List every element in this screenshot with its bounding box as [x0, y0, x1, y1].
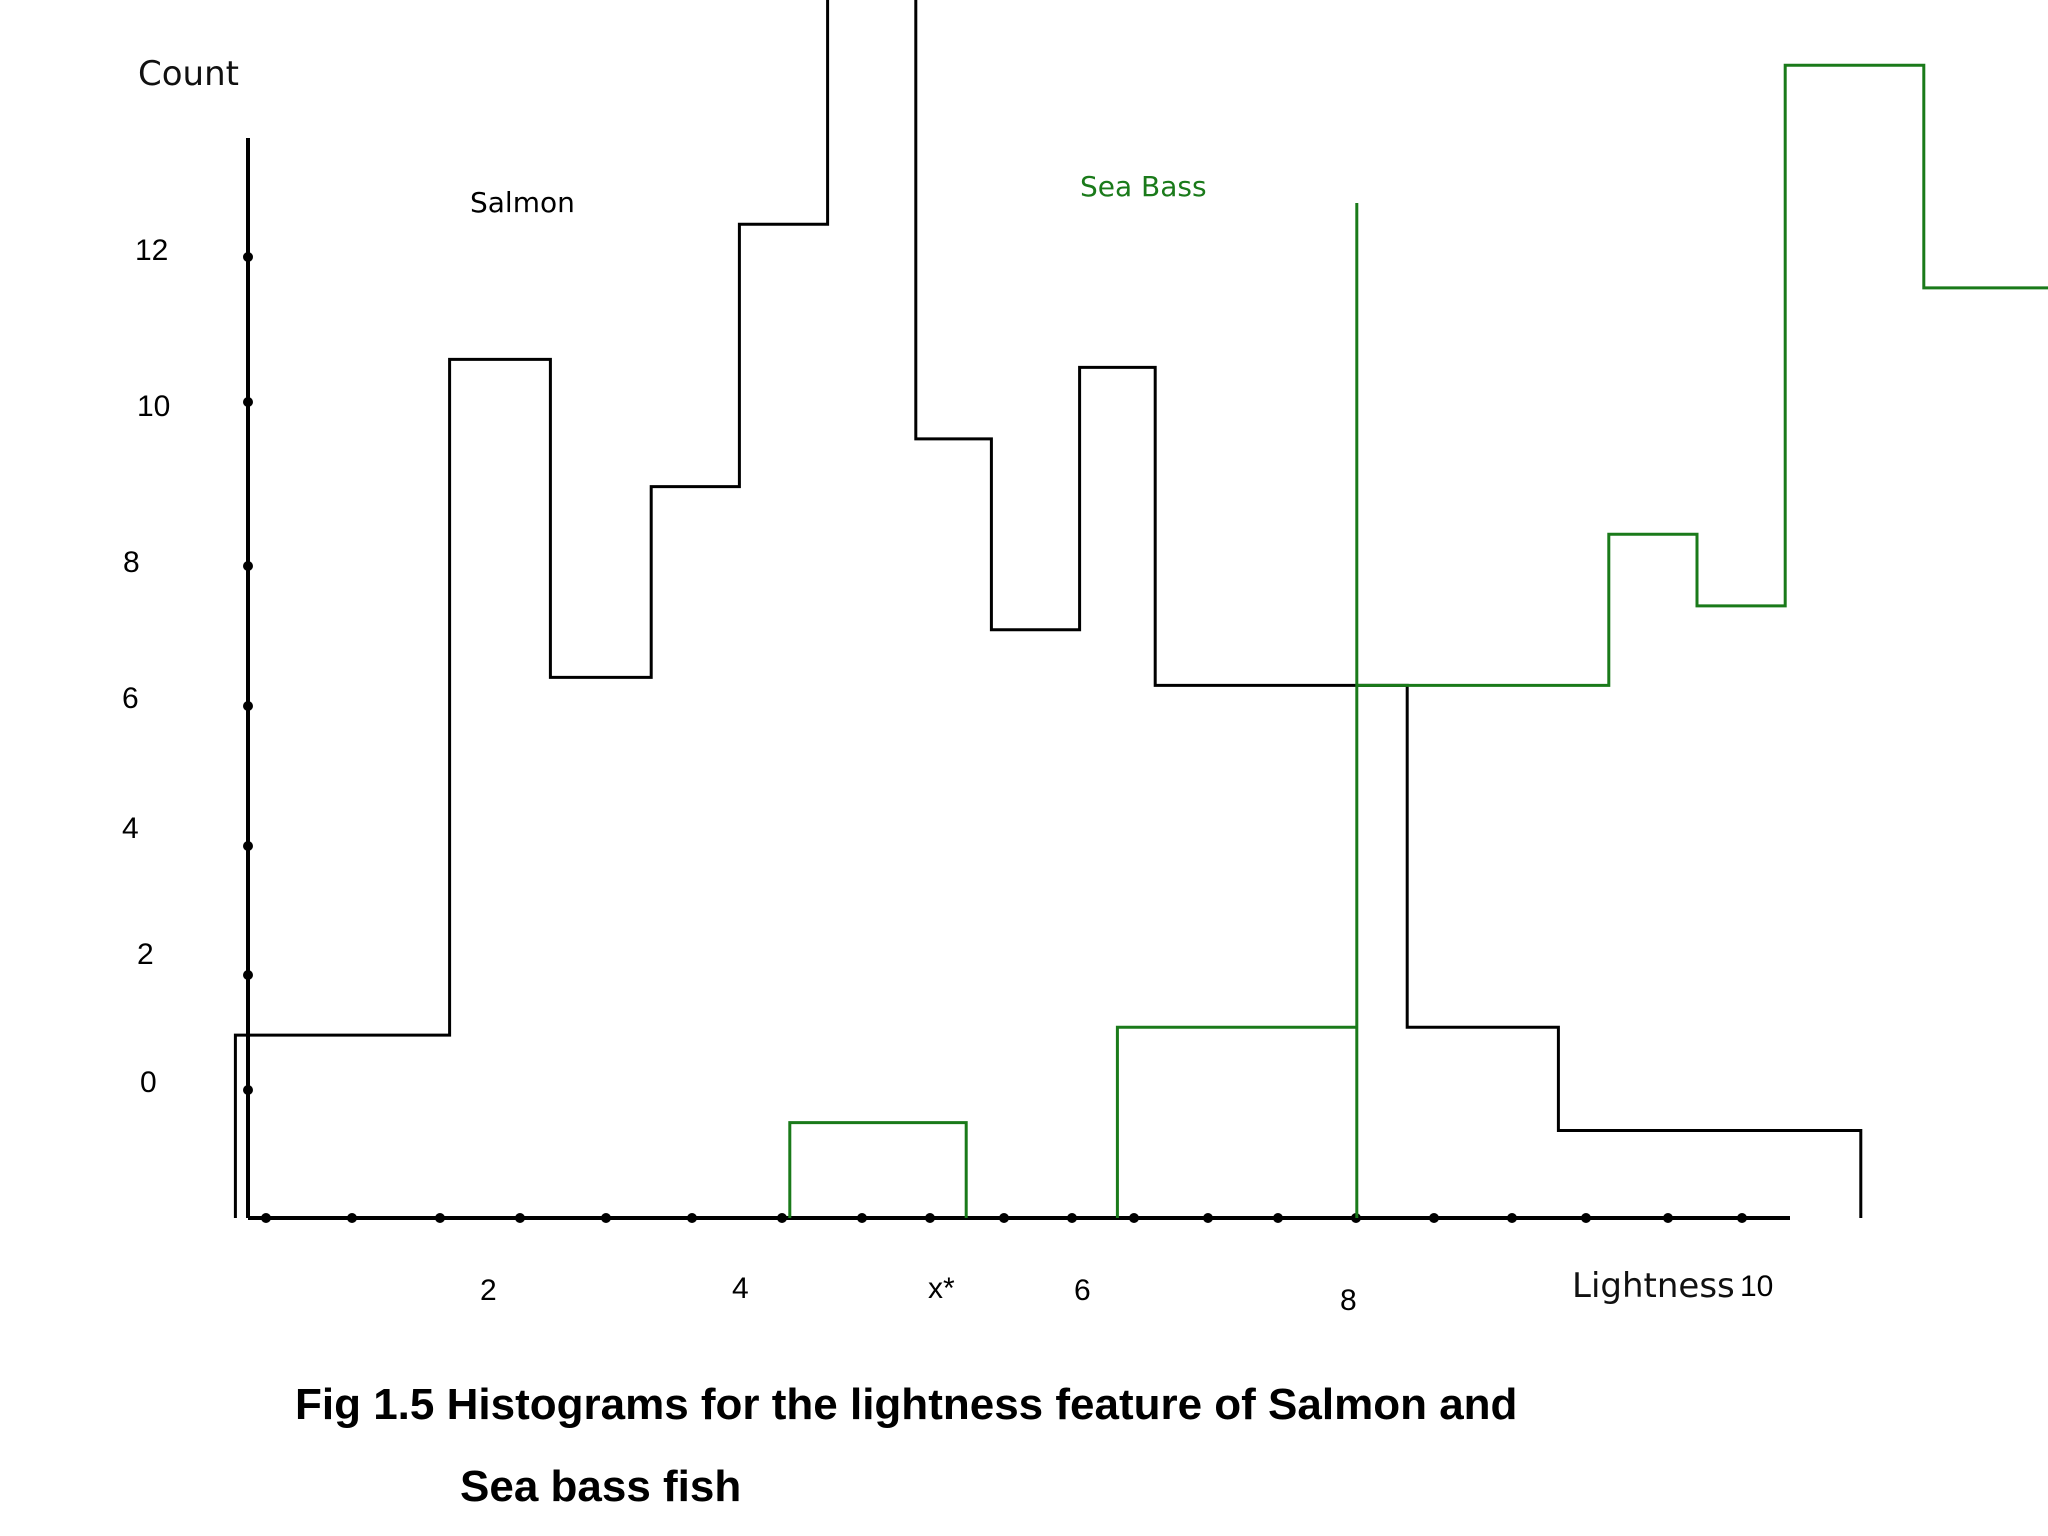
y-tick-label-10: 10: [137, 390, 170, 423]
y-tick-10: [243, 397, 253, 407]
y-axis-title: Count: [138, 54, 239, 94]
x-axis-dot-10: [1067, 1213, 1077, 1223]
x-axis-dot-17: [1581, 1213, 1591, 1223]
x-tick-label-8: 8: [1340, 1284, 1357, 1317]
x-axis-title: Lightness: [1572, 1266, 1735, 1306]
x-tick-label-x*: x*: [928, 1272, 955, 1305]
y-tick-label-0: 0: [140, 1066, 157, 1099]
x-axis-dot-12: [1203, 1213, 1213, 1223]
x-axis-dot-13: [1273, 1213, 1283, 1223]
axes: [246, 138, 1790, 1220]
x-axis-dot-19: [1737, 1213, 1747, 1223]
x-axis-dot-15: [1429, 1213, 1439, 1223]
series-label-sea-bass: Sea Bass: [1080, 170, 1207, 203]
y-tick-12: [243, 252, 253, 262]
y-tick-label-4: 4: [122, 812, 139, 845]
x-axis-dot-0: [261, 1213, 271, 1223]
x-axis-dot-5: [687, 1213, 697, 1223]
series-sea-bass-line-0: [788, 1121, 968, 1218]
x-axis-dot-16: [1507, 1213, 1517, 1223]
series-label-salmon: Salmon: [470, 186, 575, 219]
y-tick-label-2: 2: [137, 938, 154, 971]
x-axis-dot-6: [777, 1213, 787, 1223]
y-tick-label-6: 6: [122, 682, 139, 715]
y-tick-8: [243, 561, 253, 571]
x-tick-label-2: 2: [480, 1274, 497, 1307]
figure-caption-line-2: Sea bass fish: [460, 1462, 742, 1511]
x-axis-dot-2: [435, 1213, 445, 1223]
x-axis-dot-4: [601, 1213, 611, 1223]
series-lines: [233, 0, 2048, 1218]
x-axis-dot-1: [347, 1213, 357, 1223]
series-sea-bass-line-1: [1115, 1025, 1357, 1218]
x-axis-dot-7: [857, 1213, 867, 1223]
x-axis-dot-11: [1129, 1213, 1139, 1223]
y-tick-0: [243, 1085, 253, 1095]
x-axis-dot-9: [999, 1213, 1009, 1223]
y-tick-label-12: 12: [135, 234, 168, 267]
y-tick-4: [243, 841, 253, 851]
x-tick-label-10: 10: [1740, 1270, 1773, 1303]
series-sea-bass-line-2: [1356, 63, 2048, 687]
tick-labels: 0 2 4 6 8 10 12 2 4 x* 6 8 10: [122, 234, 1773, 1317]
x-tick-label-6: 6: [1074, 1274, 1091, 1307]
x-tick-label-4: 4: [732, 1272, 749, 1305]
y-tick-2: [243, 970, 253, 980]
tick-marks: [243, 252, 1747, 1223]
series-salmon-line: [233, 0, 1863, 1218]
figure-caption-line-1: Fig 1.5 Histograms for the lightness fea…: [295, 1380, 1518, 1429]
x-axis-dot-18: [1663, 1213, 1673, 1223]
x-axis-dot-8: [925, 1213, 935, 1223]
y-tick-6: [243, 701, 253, 711]
y-tick-label-8: 8: [123, 546, 140, 579]
x-axis-dot-3: [515, 1213, 525, 1223]
